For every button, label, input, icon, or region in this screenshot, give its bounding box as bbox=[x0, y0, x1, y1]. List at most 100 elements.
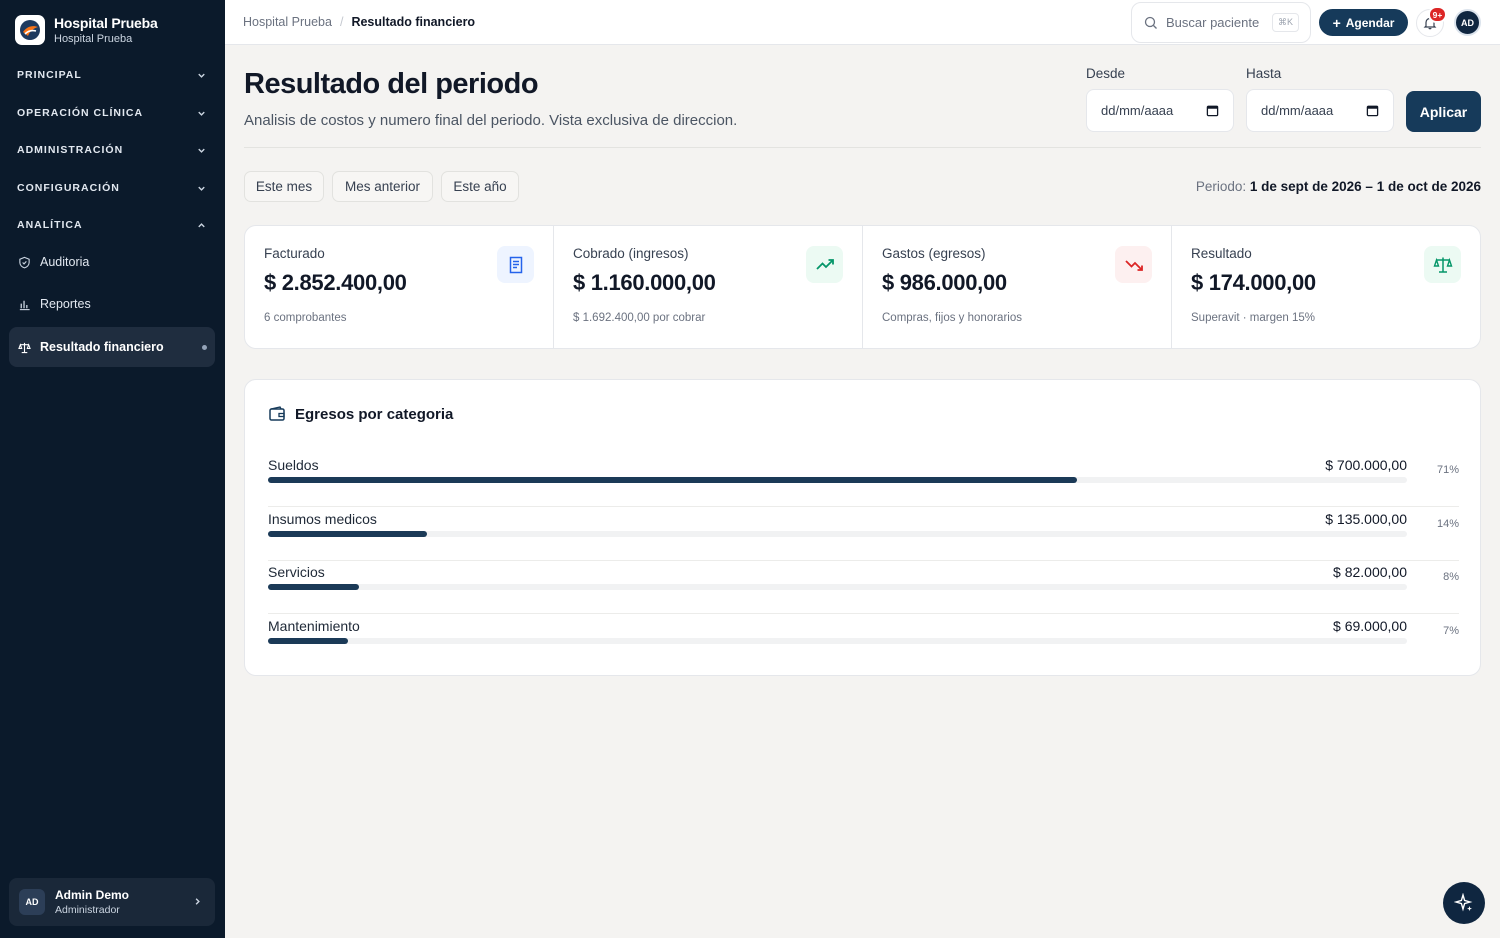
section-configuracion[interactable]: CONFIGURACIÓN bbox=[17, 178, 207, 198]
scale-icon bbox=[1424, 246, 1461, 283]
agendar-button[interactable]: + Agendar bbox=[1319, 9, 1408, 36]
search-placeholder: Buscar paciente bbox=[1166, 15, 1260, 30]
kpi-cards: Facturado $ 2.852.400,00 6 comprobantes … bbox=[244, 225, 1481, 349]
category-name: Insumos medicos bbox=[268, 511, 377, 527]
desde-label: Desde bbox=[1086, 66, 1126, 81]
brand-logo-icon bbox=[15, 15, 45, 45]
category-amount: $ 135.000,00 bbox=[1325, 511, 1407, 527]
receipt-icon bbox=[497, 246, 534, 283]
chevron-up-icon bbox=[198, 222, 205, 227]
progress-track bbox=[268, 638, 1407, 644]
section-principal[interactable]: PRINCIPAL bbox=[17, 65, 207, 85]
brand[interactable]: Hospital Prueba Hospital Prueba bbox=[15, 15, 158, 45]
category-name: Sueldos bbox=[268, 457, 319, 473]
sidebar-item-reportes[interactable]: Reportes bbox=[9, 284, 215, 324]
shield-icon bbox=[19, 256, 30, 268]
category-amount: $ 69.000,00 bbox=[1333, 618, 1407, 634]
active-indicator-dot bbox=[202, 344, 207, 350]
kpi-value: $ 2.852.400,00 bbox=[264, 270, 407, 295]
egresos-card: Egresos por categoria Sueldos $ 700.000,… bbox=[244, 379, 1481, 676]
avatar[interactable]: AD bbox=[1454, 9, 1481, 36]
kpi-value: $ 174.000,00 bbox=[1191, 270, 1316, 295]
card-title-text: Egresos por categoria bbox=[295, 405, 454, 423]
kpi-label: Facturado bbox=[264, 246, 325, 261]
progress-track bbox=[268, 477, 1407, 483]
search-shortcut: ⌘K bbox=[1271, 13, 1299, 32]
category-amount: $ 700.000,00 bbox=[1325, 457, 1407, 473]
list-item: Servicios $ 82.000,00 8% bbox=[268, 560, 1459, 614]
notification-badge: 9+ bbox=[1428, 6, 1447, 23]
periodo-value: 1 de sept de 2026 – 1 de oct de 2026 bbox=[1249, 179, 1481, 194]
category-percent: 71% bbox=[1436, 464, 1459, 476]
section-label: ANALÍTICA bbox=[17, 219, 83, 231]
category-amount: $ 82.000,00 bbox=[1333, 564, 1407, 580]
avatar: AD bbox=[19, 889, 45, 915]
category-name: Mantenimiento bbox=[268, 618, 360, 634]
chevron-down-icon bbox=[198, 73, 205, 78]
breadcrumb-separator: / bbox=[339, 15, 344, 29]
section-administracion[interactable]: ADMINISTRACIÓN bbox=[17, 140, 207, 160]
page-title: Resultado del periodo bbox=[244, 68, 539, 100]
periodo-range: Periodo: 1 de sept de 2026 – 1 de oct de… bbox=[1196, 179, 1481, 194]
trending-up-icon bbox=[806, 246, 843, 283]
chevron-down-icon bbox=[198, 111, 205, 116]
breadcrumb-item-home[interactable]: Hospital Prueba bbox=[243, 15, 332, 29]
hasta-date-field[interactable]: dd/mm/aaaa bbox=[1246, 89, 1394, 132]
page-subtitle: Analisis de costos y numero final del pe… bbox=[244, 112, 738, 129]
chevron-right-icon bbox=[195, 898, 200, 905]
chevron-down-icon bbox=[198, 148, 205, 153]
breadcrumb-item-current: Resultado financiero bbox=[351, 15, 476, 29]
section-label: ADMINISTRACIÓN bbox=[17, 144, 124, 156]
scale-icon bbox=[18, 342, 31, 353]
kpi-gastos: Gastos (egresos) $ 986.000,00 Compras, f… bbox=[863, 226, 1172, 348]
search-input[interactable]: Buscar paciente ⌘K bbox=[1131, 2, 1311, 43]
progress-track bbox=[268, 584, 1407, 590]
section-label: CONFIGURACIÓN bbox=[17, 182, 120, 194]
brand-title: Hospital Prueba bbox=[54, 15, 158, 31]
calendar-icon bbox=[1366, 105, 1379, 117]
progress-fill bbox=[268, 531, 428, 537]
card-title: Egresos por categoria bbox=[268, 405, 453, 423]
ai-assistant-button[interactable] bbox=[1443, 882, 1485, 924]
category-percent: 8% bbox=[1443, 571, 1459, 583]
kpi-value: $ 1.160.000,00 bbox=[573, 270, 716, 295]
kpi-facturado: Facturado $ 2.852.400,00 6 comprobantes bbox=[245, 226, 554, 348]
sidebar: Hospital Prueba Hospital Prueba PRINCIPA… bbox=[0, 0, 225, 938]
hasta-label: Hasta bbox=[1246, 66, 1282, 81]
kpi-note: Superavit · margen 15% bbox=[1191, 312, 1316, 324]
section-label: OPERACIÓN CLÍNICA bbox=[17, 107, 144, 119]
aplicar-button[interactable]: Aplicar bbox=[1406, 91, 1481, 132]
kpi-note: $ 1.692.400,00 por cobrar bbox=[573, 312, 706, 324]
section-operacion-clinica[interactable]: OPERACIÓN CLÍNICA bbox=[17, 103, 207, 123]
plus-icon: + bbox=[1332, 14, 1341, 31]
list-item: Mantenimiento $ 69.000,00 7% bbox=[268, 614, 1459, 668]
sidebar-item-auditoria[interactable]: Auditoria bbox=[9, 242, 215, 282]
chip-este-ano[interactable]: Este año bbox=[441, 171, 519, 202]
desde-date-field[interactable]: dd/mm/aaaa bbox=[1086, 89, 1234, 132]
breadcrumb: Hospital Prueba / Resultado financiero bbox=[243, 15, 475, 29]
progress-fill bbox=[268, 477, 1077, 483]
kpi-cobrado: Cobrado (ingresos) $ 1.160.000,00 $ 1.69… bbox=[554, 226, 863, 348]
user-menu[interactable]: AD Admin Demo Administrador bbox=[9, 878, 215, 926]
trending-down-icon bbox=[1115, 246, 1152, 283]
category-percent: 7% bbox=[1443, 625, 1459, 637]
calendar-icon bbox=[1206, 105, 1219, 117]
kpi-label: Cobrado (ingresos) bbox=[573, 246, 689, 261]
kpi-label: Gastos (egresos) bbox=[882, 246, 986, 261]
list-item: Sueldos $ 700.000,00 71% bbox=[268, 453, 1459, 507]
kpi-resultado: Resultado $ 174.000,00 Superavit · marge… bbox=[1172, 226, 1480, 348]
section-label: PRINCIPAL bbox=[17, 69, 82, 81]
user-name: Admin Demo bbox=[55, 888, 130, 902]
brand-subtitle: Hospital Prueba bbox=[54, 33, 133, 45]
category-percent: 14% bbox=[1436, 518, 1459, 530]
chip-este-mes[interactable]: Este mes bbox=[244, 171, 324, 202]
sidebar-item-resultado-financiero[interactable]: Resultado financiero bbox=[9, 327, 215, 367]
section-analitica[interactable]: ANALÍTICA bbox=[17, 215, 207, 235]
chip-mes-anterior[interactable]: Mes anterior bbox=[332, 171, 433, 202]
divider bbox=[244, 147, 1481, 148]
progress-fill bbox=[268, 638, 348, 644]
date-placeholder: dd/mm/aaaa bbox=[1261, 103, 1334, 118]
progress-fill bbox=[268, 584, 360, 590]
sidebar-item-label: Auditoria bbox=[40, 255, 90, 269]
bar-chart-icon bbox=[19, 300, 30, 310]
